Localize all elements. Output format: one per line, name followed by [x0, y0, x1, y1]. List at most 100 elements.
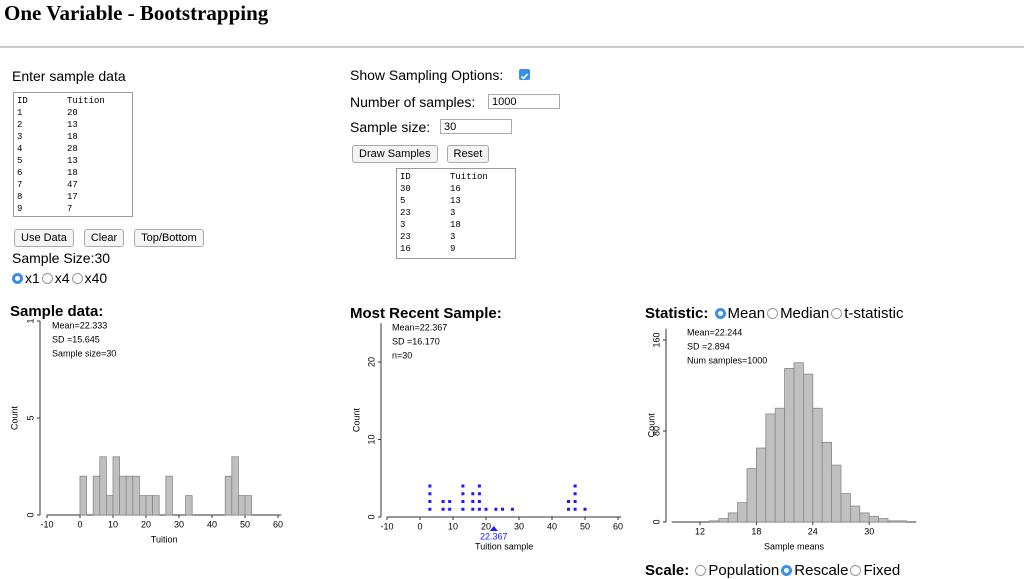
y-tick-label: 0 — [25, 512, 35, 517]
table-row: 2 13 — [17, 119, 129, 131]
table-row: 30 16 — [400, 183, 512, 195]
histogram-bar — [112, 456, 120, 516]
button[interactable]: Reset — [446, 145, 490, 163]
sample-dot — [428, 492, 432, 496]
sample-dot — [573, 492, 577, 496]
sample-dot — [441, 507, 445, 511]
y-tick-label: 10 — [366, 435, 376, 445]
histogram-bar — [850, 505, 861, 523]
histogram-bar — [99, 456, 107, 516]
table-row: 4 28 — [17, 143, 129, 155]
table-row: 3 18 — [400, 219, 512, 231]
stat-text: SD =2.894 — [687, 341, 730, 351]
button[interactable]: Clear — [83, 229, 125, 247]
histogram-bar — [145, 495, 153, 516]
data-textarea[interactable]: ID Tuition 1 20 2 13 3 18 4 28 5 13 6 18 7 47 8 17 9 7 — [13, 92, 133, 217]
button[interactable]: Draw Samples — [352, 145, 438, 163]
table-row: 16 9 — [400, 243, 512, 255]
x-tick-label: 40 — [207, 519, 217, 529]
table-cell: ID — [400, 172, 411, 182]
chart-title: Most Recent Sample: — [350, 305, 502, 322]
x-tick-label: 20 — [481, 521, 491, 531]
table-cell: 4 — [17, 144, 23, 154]
histogram-bar — [92, 475, 101, 516]
histogram-bar — [868, 515, 880, 523]
histogram-bar — [231, 456, 239, 516]
table-cell: 23 — [400, 208, 411, 218]
y-tick-label: 0 — [651, 519, 661, 524]
histogram-bar — [709, 520, 720, 523]
show-options-checkbox[interactable] — [519, 69, 530, 80]
radio-button[interactable] — [12, 273, 23, 284]
button[interactable]: Top/Bottom — [134, 229, 204, 247]
x-tick-label: 30 — [864, 526, 874, 536]
table-cell: Tuition — [450, 172, 488, 182]
radio-button[interactable] — [850, 565, 862, 576]
x-axis-label: Tuition — [151, 534, 178, 544]
sample-dot — [573, 507, 577, 511]
radio-button[interactable] — [781, 565, 793, 576]
radio-button[interactable] — [695, 565, 707, 576]
chart-title-row: Sample data: — [10, 303, 103, 320]
chart-title-row: Statistic: Mean Median t-statistic — [645, 305, 903, 322]
table-row: ID Tuition — [400, 171, 512, 183]
sample-dot — [428, 500, 432, 504]
radio-button[interactable] — [767, 308, 779, 319]
table-cell: 3 — [400, 220, 406, 230]
histogram-bar — [803, 373, 814, 523]
table-row: 3 18 — [17, 131, 129, 143]
radio-button[interactable] — [41, 273, 53, 284]
histogram-bar — [765, 413, 776, 523]
y-axis-label: Count — [9, 406, 19, 431]
sample-dot — [448, 507, 452, 511]
table-cell: 13 — [450, 196, 461, 206]
stat-text: SD =15.645 — [52, 334, 100, 344]
stat-text: Mean=22.333 — [52, 320, 107, 330]
radio-label: x1 — [25, 270, 40, 286]
table-cell: Tuition — [67, 96, 105, 106]
table-cell: 8 — [17, 192, 23, 202]
stat-text: Sample size=30 — [52, 348, 116, 358]
input-label: Enter sample data — [12, 68, 126, 84]
button[interactable]: Use Data — [14, 229, 74, 247]
sample-dot — [484, 507, 488, 511]
y-tick-label: 20 — [366, 357, 376, 367]
x-axis-label: Tuition sample — [475, 541, 533, 551]
x-tick-label: 24 — [808, 526, 818, 536]
histogram-bar — [106, 495, 114, 516]
histogram-bar — [718, 518, 729, 523]
sample-dot — [428, 507, 432, 511]
table-cell: 16 — [400, 244, 411, 254]
histogram-bar — [244, 495, 252, 516]
histogram-bar — [79, 475, 87, 516]
histogram-bar — [237, 495, 246, 516]
chart-title-row: Most Recent Sample: — [350, 305, 502, 322]
radio-label: x4 — [54, 270, 70, 286]
radio-button[interactable] — [831, 308, 843, 319]
x-tick-label: 60 — [273, 519, 283, 529]
histogram-bar — [831, 464, 842, 523]
histogram-bar — [138, 495, 147, 516]
y-tick-label: 160 — [651, 332, 661, 347]
histogram-bar — [152, 495, 160, 516]
num-samples-input[interactable]: 1000 — [488, 94, 560, 109]
radio-label: Rescale — [794, 562, 849, 579]
table-cell: 13 — [67, 156, 78, 166]
sample-size-input[interactable]: 30 — [440, 119, 512, 134]
sample-textarea[interactable]: ID Tuition 30 16 5 13 23 3 3 18 23 3 16 9 — [396, 168, 516, 259]
sample-dot — [448, 500, 452, 504]
radio-label: x40 — [84, 270, 108, 286]
radio-button[interactable] — [71, 273, 83, 284]
radio-button[interactable] — [714, 308, 726, 319]
histogram-bar — [859, 512, 870, 523]
stat-text: Mean=22.244 — [687, 327, 742, 337]
x-tick-label: 50 — [240, 519, 250, 529]
table-row: 5 13 — [17, 155, 129, 167]
x-tick-label: 0 — [77, 519, 82, 529]
table-cell: ID — [17, 96, 28, 106]
x-tick-label: 60 — [613, 521, 623, 531]
x-tick-label: 40 — [547, 521, 557, 531]
mean-label: 22.367 — [480, 531, 508, 541]
y-tick-label: 1 — [25, 318, 35, 323]
